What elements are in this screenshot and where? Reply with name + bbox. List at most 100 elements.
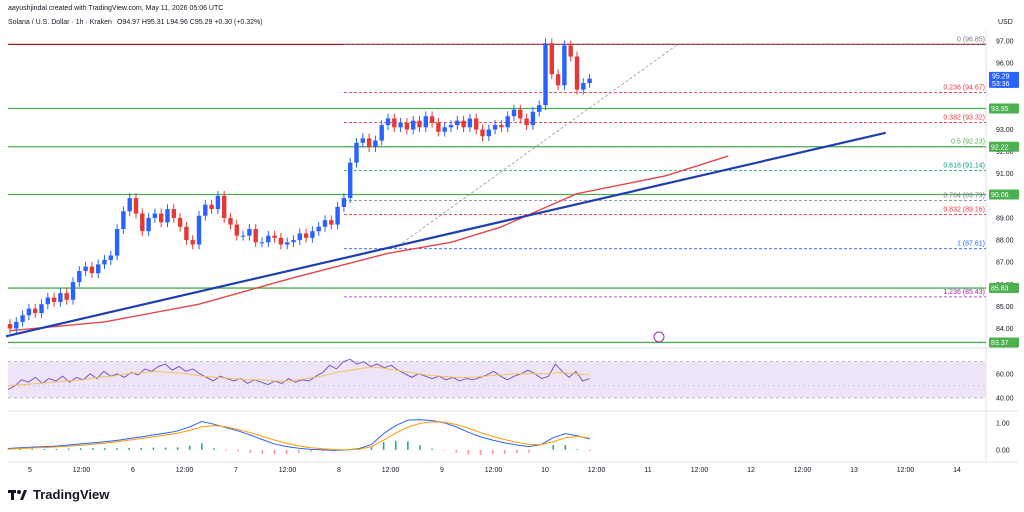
candle-body[interactable]	[335, 206, 340, 225]
candle-body[interactable]	[310, 231, 315, 238]
candle-body[interactable]	[417, 120, 422, 128]
candle-body[interactable]	[203, 204, 208, 216]
candle-body[interactable]	[467, 118, 473, 128]
candle-body[interactable]	[505, 116, 510, 128]
candle-body[interactable]	[530, 111, 536, 126]
candle-body[interactable]	[33, 308, 38, 314]
candle-body[interactable]	[152, 213, 158, 218]
candle-body[interactable]	[474, 118, 479, 130]
candle-body[interactable]	[461, 120, 466, 128]
candle-body[interactable]	[234, 224, 239, 236]
candle-body[interactable]	[379, 125, 384, 141]
candle-body[interactable]	[587, 78, 592, 84]
candle-body[interactable]	[70, 282, 76, 300]
candle-body[interactable]	[360, 138, 365, 143]
candle-body[interactable]	[146, 217, 151, 232]
candle-body[interactable]	[480, 129, 485, 137]
candle-body[interactable]	[209, 204, 214, 210]
candle-body[interactable]	[385, 118, 391, 126]
candle-body[interactable]	[499, 125, 504, 128]
candle-body[interactable]	[190, 240, 195, 245]
candle-body[interactable]	[64, 293, 69, 300]
candle-body[interactable]	[555, 74, 561, 86]
candle-body[interactable]	[423, 116, 428, 128]
candle-body[interactable]	[316, 226, 321, 232]
candle-body[interactable]	[266, 235, 271, 243]
candle-body[interactable]	[348, 162, 353, 199]
candle-body[interactable]	[442, 127, 447, 132]
candle-body[interactable]	[392, 118, 397, 128]
candle-body[interactable]	[366, 138, 372, 148]
candle-body[interactable]	[26, 308, 32, 316]
candle-body[interactable]	[524, 118, 529, 126]
candle-body[interactable]	[171, 209, 176, 218]
candle-body[interactable]	[7, 324, 13, 329]
candle-body[interactable]	[58, 293, 63, 302]
candle-body[interactable]	[568, 45, 573, 57]
candle-body[interactable]	[303, 233, 309, 238]
candle-body[interactable]	[562, 45, 567, 86]
candle-body[interactable]	[102, 259, 107, 265]
candle-body[interactable]	[177, 217, 183, 227]
candle-body[interactable]	[429, 116, 435, 123]
candle-body[interactable]	[20, 315, 25, 322]
candle-body[interactable]	[39, 304, 44, 314]
candle-body[interactable]	[215, 195, 221, 210]
bullish-trendline[interactable]	[5, 131, 886, 338]
candle-body[interactable]	[240, 235, 246, 237]
candle-body[interactable]	[511, 109, 517, 117]
candle-body[interactable]	[108, 255, 113, 260]
candle-body[interactable]	[549, 43, 554, 75]
candle-body[interactable]	[537, 105, 542, 112]
candle-body[interactable]	[165, 209, 170, 223]
level-price-tag-label: 92.22	[991, 144, 1009, 151]
candle-body[interactable]	[184, 226, 189, 241]
candle-body[interactable]	[404, 122, 410, 130]
candle-body[interactable]	[436, 122, 441, 132]
candle-body[interactable]	[373, 140, 378, 148]
candle-body[interactable]	[574, 56, 580, 90]
candle-body[interactable]	[341, 198, 347, 207]
candle-body[interactable]	[83, 266, 88, 272]
fib-level-label: 0.618 (91.14)	[943, 163, 985, 170]
candle-body[interactable]	[448, 125, 454, 128]
candle-body[interactable]	[354, 142, 359, 163]
candle-body[interactable]	[398, 122, 403, 128]
candle-body[interactable]	[291, 240, 296, 243]
candle-body[interactable]	[121, 211, 126, 230]
candle-body[interactable]	[51, 297, 57, 302]
candle-body[interactable]	[518, 109, 523, 119]
candle-body[interactable]	[272, 235, 277, 238]
candle-body[interactable]	[196, 215, 202, 245]
candle-body[interactable]	[222, 195, 227, 218]
candle-body[interactable]	[297, 233, 302, 241]
candle-body[interactable]	[77, 271, 82, 283]
candle-body[interactable]	[96, 264, 101, 274]
candle-body[interactable]	[455, 120, 460, 126]
event-marker-icon[interactable]	[653, 331, 665, 343]
candle-body[interactable]	[411, 120, 416, 130]
candle-body[interactable]	[581, 83, 586, 90]
candle-body[interactable]	[278, 237, 284, 245]
candle-body[interactable]	[492, 125, 498, 130]
price-pane[interactable]	[8, 30, 986, 344]
candle-body[interactable]	[543, 43, 548, 106]
candle-body[interactable]	[127, 198, 132, 212]
candle-body[interactable]	[329, 220, 334, 225]
candle-body[interactable]	[253, 229, 258, 243]
candle-body[interactable]	[285, 242, 290, 245]
candle-body[interactable]	[486, 129, 491, 137]
candle-body[interactable]	[247, 229, 252, 236]
candle-body[interactable]	[89, 266, 95, 274]
candle-body[interactable]	[140, 213, 145, 232]
candle-body[interactable]	[14, 321, 19, 329]
candle-body[interactable]	[133, 198, 139, 214]
candle-body[interactable]	[159, 213, 164, 223]
candle-body[interactable]	[259, 242, 265, 244]
candle-body[interactable]	[228, 217, 233, 225]
candle-body[interactable]	[322, 220, 328, 227]
candle-body[interactable]	[114, 229, 120, 256]
price-tick-label: 88.00	[996, 238, 1014, 245]
candle-body[interactable]	[45, 297, 50, 305]
